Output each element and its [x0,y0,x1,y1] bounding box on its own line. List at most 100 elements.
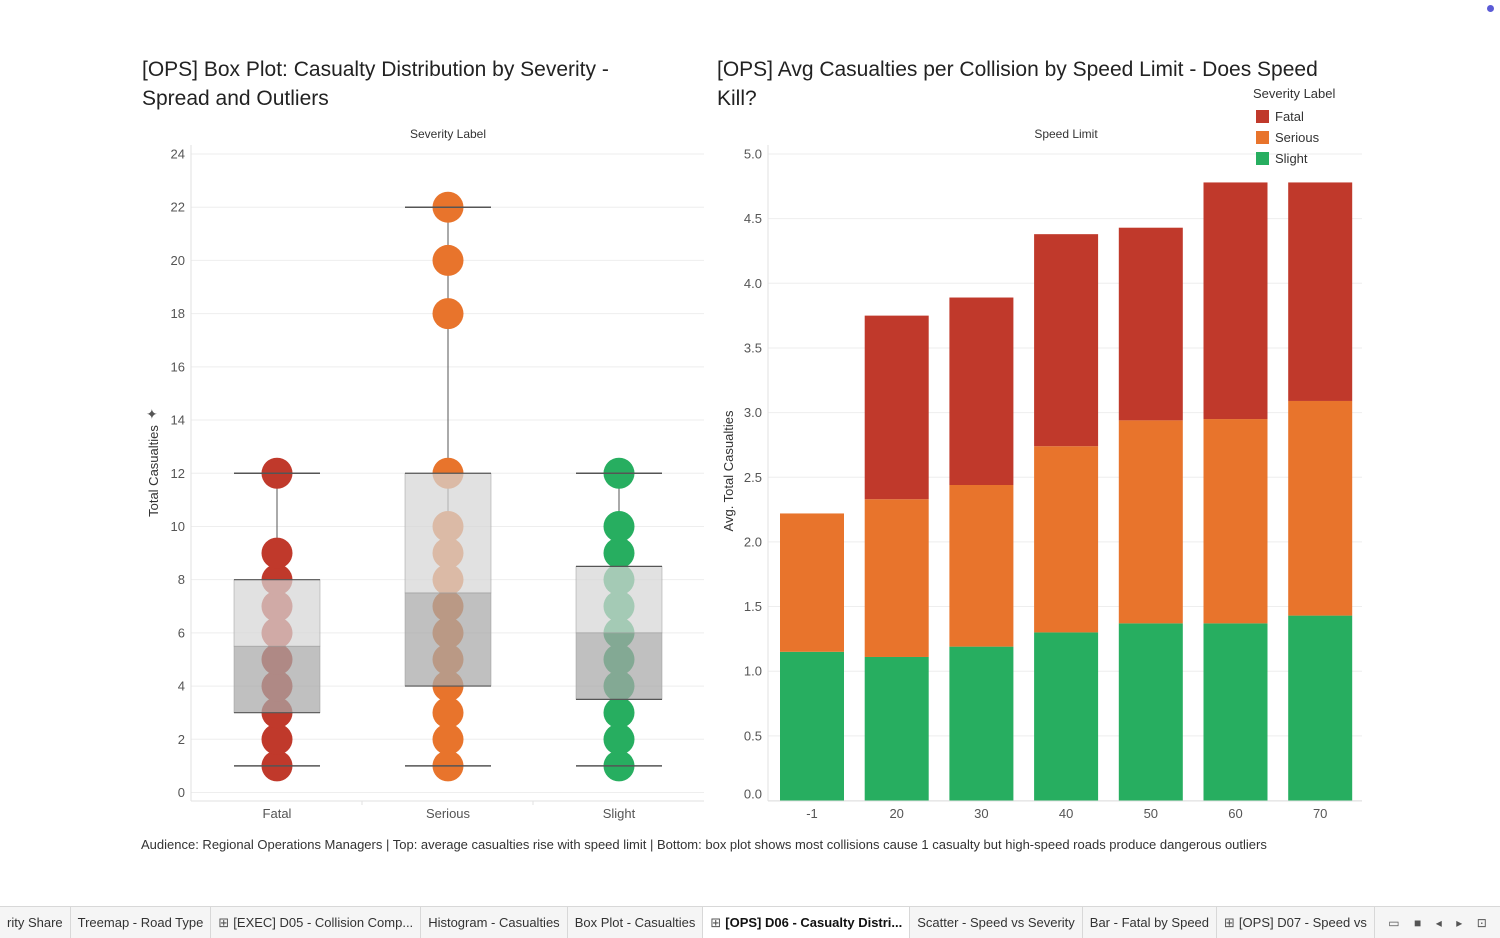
bar-segment-fatal [1288,182,1353,401]
legend-item-serious[interactable]: Serious [1253,127,1335,148]
legend-label-fatal: Fatal [1275,109,1304,124]
y-tick-label: 10 [171,519,185,534]
data-point [432,298,464,330]
x-tick-label: Serious [426,806,471,821]
bar-segment-slight [780,651,844,801]
bar-segment-serious [1034,446,1099,633]
y-tick-label: 3.5 [744,340,762,355]
bar-segment-fatal [949,297,1014,486]
legend-item-slight[interactable]: Slight [1253,148,1335,169]
tab-histogram-casualties[interactable]: Histogram - Casualties [421,907,568,938]
tab-label: [OPS] D07 - Speed vs [1238,915,1367,930]
y-tick-label: 20 [171,253,185,268]
box-lower-half [404,592,492,687]
x-tick-label: -1 [806,806,818,821]
box-upper-half [575,566,663,634]
bar-segment-fatal [1118,227,1183,421]
dashboard-caption: Audience: Regional Operations Managers |… [141,837,1267,852]
data-point [603,723,635,755]
grid-view-icon[interactable]: ■ [1414,915,1422,930]
bar-segment-slight [1203,623,1268,801]
x-tick-label: Fatal [263,806,292,821]
y-tick-label: 2 [178,732,185,747]
bar-segment-slight [1118,623,1183,801]
x-tick-label: 70 [1313,806,1327,821]
y-tick-label: 0.5 [744,728,762,743]
dashboard-grid-icon: ⊞ [710,914,722,930]
x-tick-label: 20 [889,806,903,821]
y-axis-title: Avg. Total Casualties [721,410,736,531]
data-point [261,723,293,755]
bar-segment-serious [864,499,929,657]
tab-box-plot-casualties[interactable]: Box Plot - Casualties [568,907,704,938]
tab-controls: ▭ ■ ◂ ▸ ⊡ [1375,907,1500,938]
y-tick-label: 0 [178,785,185,800]
tab-treemap-road-type[interactable]: Treemap - Road Type [71,907,212,938]
data-point [432,723,464,755]
y-tick-label: 16 [171,359,185,374]
status-dot [1487,5,1494,12]
bar-segment-serious [949,485,1014,647]
box-plot-title: [OPS] Box Plot: Casualty Distribution by… [142,58,609,110]
bar-segment-slight [1034,632,1099,801]
tab-label: Bar - Fatal by Speed [1089,915,1210,930]
bar-segment-serious [1118,420,1183,624]
x-axis-header: Speed Limit [1034,127,1098,141]
tab-label: Histogram - Casualties [428,915,560,930]
bar-segment-fatal [864,315,929,500]
tab-ops-d06[interactable]: ⊞ [OPS] D06 - Casualty Distri... [703,907,911,938]
box-upper-half [404,473,492,594]
y-tick-label: 18 [171,306,185,321]
x-tick-label: 30 [974,806,988,821]
tab-label: Scatter - Speed vs Severity [917,915,1075,930]
prev-arrow-icon[interactable]: ◂ [1435,915,1442,930]
tab-exec-d05[interactable]: ⊞ [EXEC] D05 - Collision Comp... [211,907,422,938]
bar-segment-slight [949,646,1014,801]
film-strip-icon[interactable]: ▭ [1388,915,1400,930]
tab-severity-share[interactable]: rity Share [0,907,71,938]
y-tick-label: 4.0 [744,276,762,291]
box-upper-half [233,579,321,647]
bar-chart-title: [OPS] Avg Casualties per Collision by Sp… [717,58,1318,110]
tab-label: Box Plot - Casualties [574,915,696,930]
data-point [603,510,635,542]
tab-bar-fatal-speed[interactable]: Bar - Fatal by Speed [1083,907,1218,938]
present-icon[interactable]: ⊡ [1476,915,1487,930]
legend-item-fatal[interactable]: Fatal [1253,106,1335,127]
bar-segment-serious [780,513,844,652]
box-lower-half [575,632,663,700]
bar-segment-slight [864,656,929,801]
data-point [432,697,464,729]
severity-legend: Severity Label Fatal Serious Slight [1253,86,1335,169]
data-point [261,537,293,569]
y-tick-label: 4.5 [744,211,762,226]
y-tick-label: 2.0 [744,534,762,549]
legend-swatch-fatal [1256,110,1269,123]
x-axis-header: Severity Label [410,127,486,141]
next-arrow-icon[interactable]: ▸ [1456,915,1463,930]
y-tick-label: 6 [178,625,185,640]
x-tick-label: 40 [1059,806,1073,821]
y-tick-label: 2.5 [744,470,762,485]
bar-segment-serious [1203,419,1268,624]
y-tick-label: 0.0 [744,787,762,802]
x-tick-label: 60 [1228,806,1242,821]
tab-ops-d07[interactable]: ⊞ [OPS] D07 - Speed vs [1217,907,1375,938]
data-point [603,697,635,729]
dashboard-grid-icon: ⊞ [1224,914,1235,930]
y-tick-label: 1.5 [744,599,762,614]
box-lower-half [233,645,321,713]
bar-segment-serious [1288,400,1353,616]
tab-scatter-speed-severity[interactable]: Scatter - Speed vs Severity [910,907,1083,938]
x-tick-label: Slight [603,806,636,821]
y-tick-label: 8 [178,572,185,587]
y-tick-label: 1.0 [744,664,762,679]
bar-segment-fatal [1034,234,1099,447]
data-point [603,537,635,569]
tab-label: [EXEC] D05 - Collision Comp... [233,915,414,930]
tab-label: rity Share [7,915,63,930]
y-tick-label: 14 [171,413,185,428]
tab-label: [OPS] D06 - Casualty Distri... [725,915,903,930]
y-tick-label: 3.0 [744,405,762,420]
